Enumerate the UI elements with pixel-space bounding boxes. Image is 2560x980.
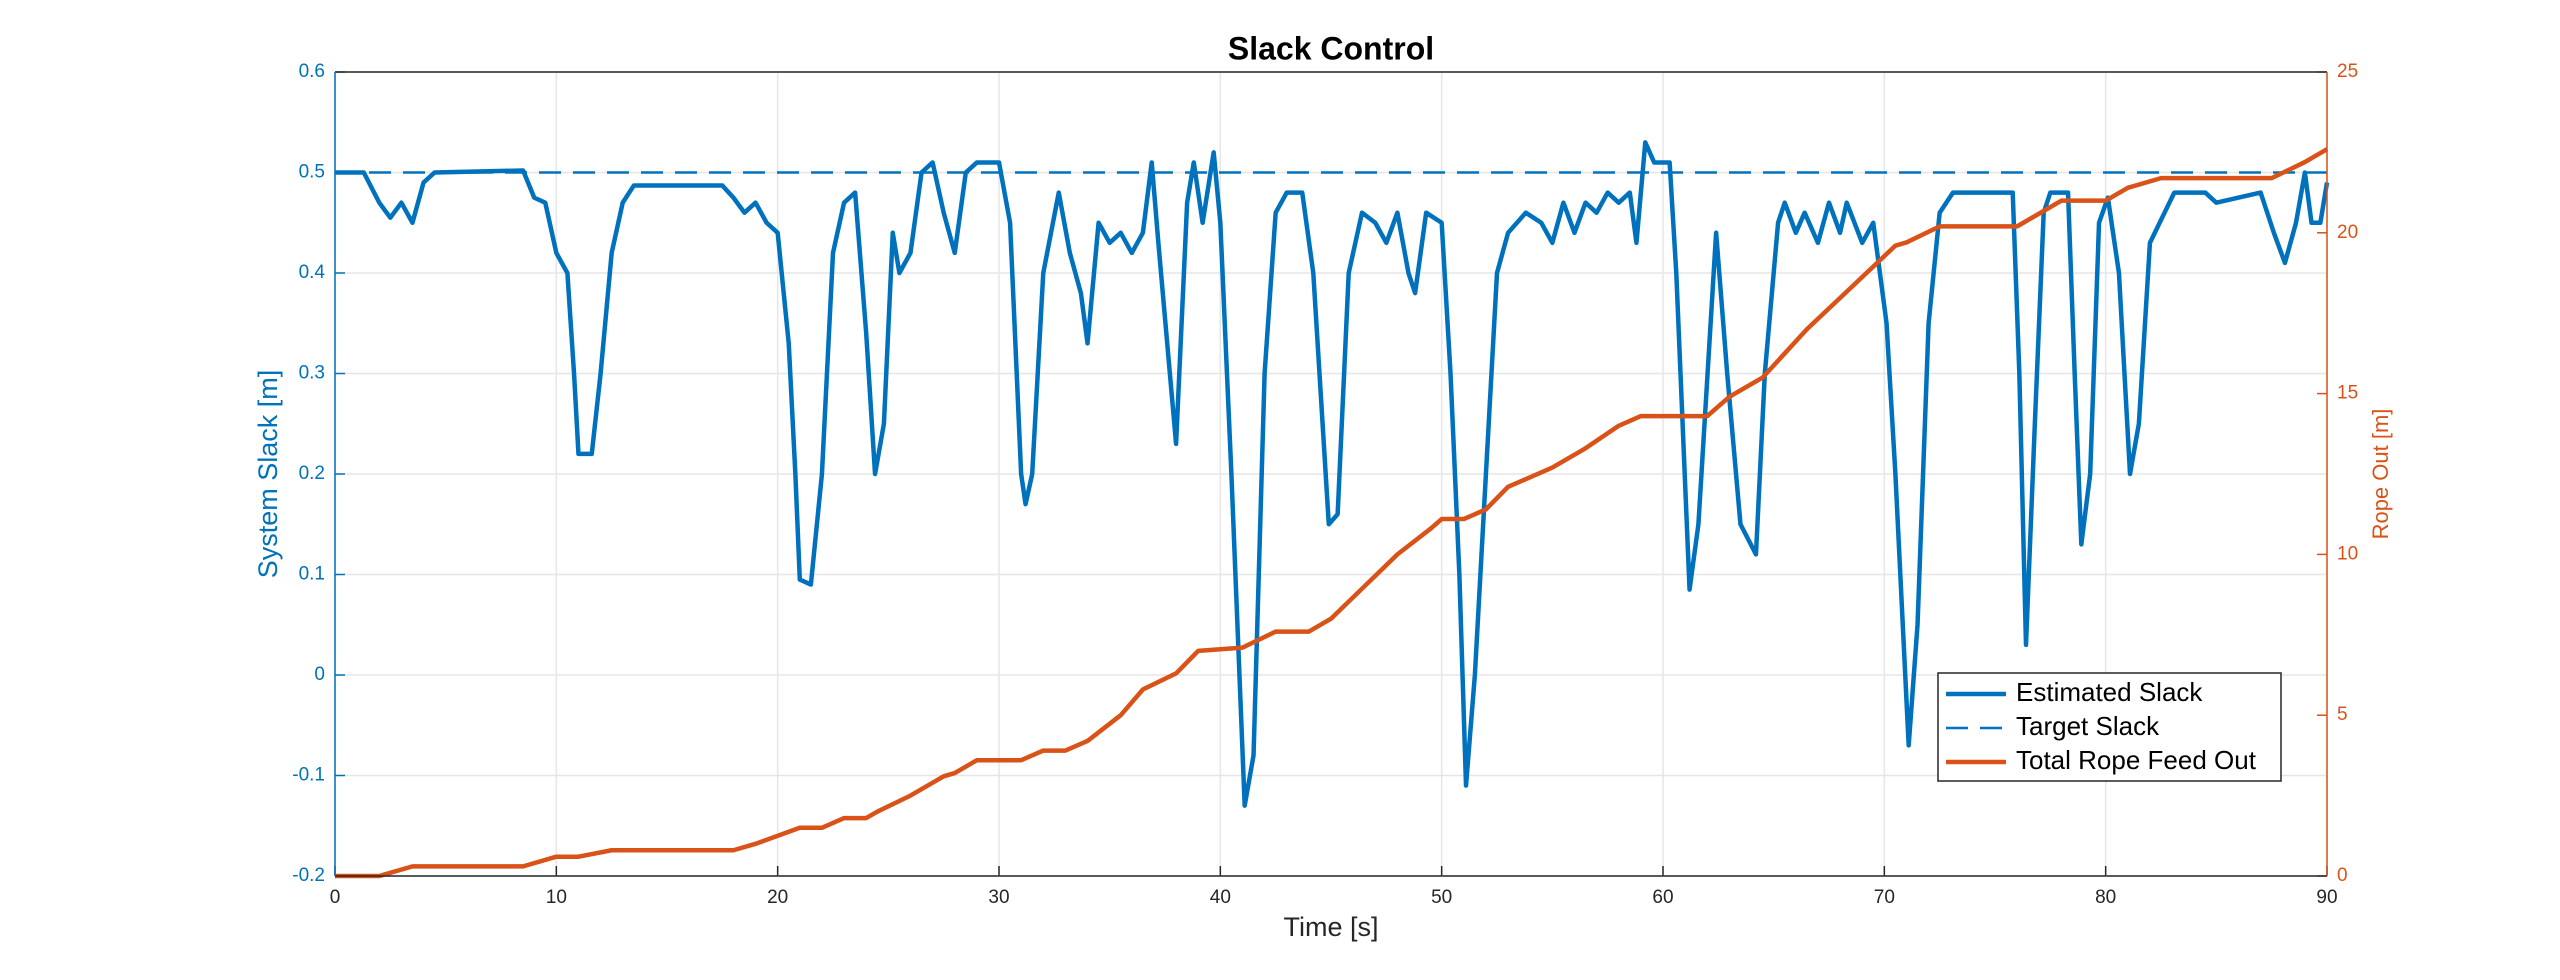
legend-label: Target Slack — [2016, 711, 2160, 741]
x-tick-label: 30 — [988, 887, 1009, 908]
y-tick-label: 0.4 — [299, 262, 326, 283]
y2-tick-label: 25 — [2337, 61, 2358, 82]
x-axis-label: Time [s] — [1283, 912, 1378, 942]
y-tick-label: 0.6 — [299, 61, 325, 82]
y2-tick-label: 10 — [2337, 543, 2358, 564]
x-tick-label: 40 — [1210, 887, 1231, 908]
y-tick-label: 0.2 — [299, 463, 325, 484]
x-tick-label: 70 — [1874, 887, 1895, 908]
y2-tick-label: 0 — [2337, 865, 2348, 886]
series-line — [335, 140, 2330, 808]
legend-label: Total Rope Feed Out — [2016, 745, 2257, 775]
x-tick-label: 80 — [2095, 887, 2116, 908]
chart-title: Slack Control — [1228, 30, 1434, 66]
x-tick-label: 0 — [330, 887, 341, 908]
legend: Estimated Slack Target Slack Total Rope Fe… — [1937, 672, 2282, 782]
y-tick-label: -0.2 — [292, 865, 325, 886]
y-tick-label: 0.3 — [299, 363, 325, 384]
x-tick-label: 90 — [2316, 887, 2337, 908]
y2-axis-label: Rope Out [m] — [2368, 409, 2393, 540]
y-tick-label: 0.5 — [299, 162, 325, 183]
x-tick-label: 10 — [546, 887, 567, 908]
y-tick-label: 0.1 — [299, 564, 325, 585]
x-tick-label: 20 — [767, 887, 788, 908]
y2-tick-label: 5 — [2337, 704, 2348, 725]
y-axis-label: System Slack [m] — [253, 370, 283, 579]
x-tick-label: 50 — [1431, 887, 1452, 908]
y2-tick-label: 20 — [2337, 222, 2358, 243]
y2-tick-label: 15 — [2337, 383, 2358, 404]
x-tick-label: 60 — [1652, 887, 1673, 908]
series-line — [335, 147, 2329, 879]
y-tick-label: 0 — [314, 664, 325, 685]
y-tick-label: -0.1 — [292, 765, 325, 786]
legend-label: Estimated Slack — [2016, 677, 2203, 707]
